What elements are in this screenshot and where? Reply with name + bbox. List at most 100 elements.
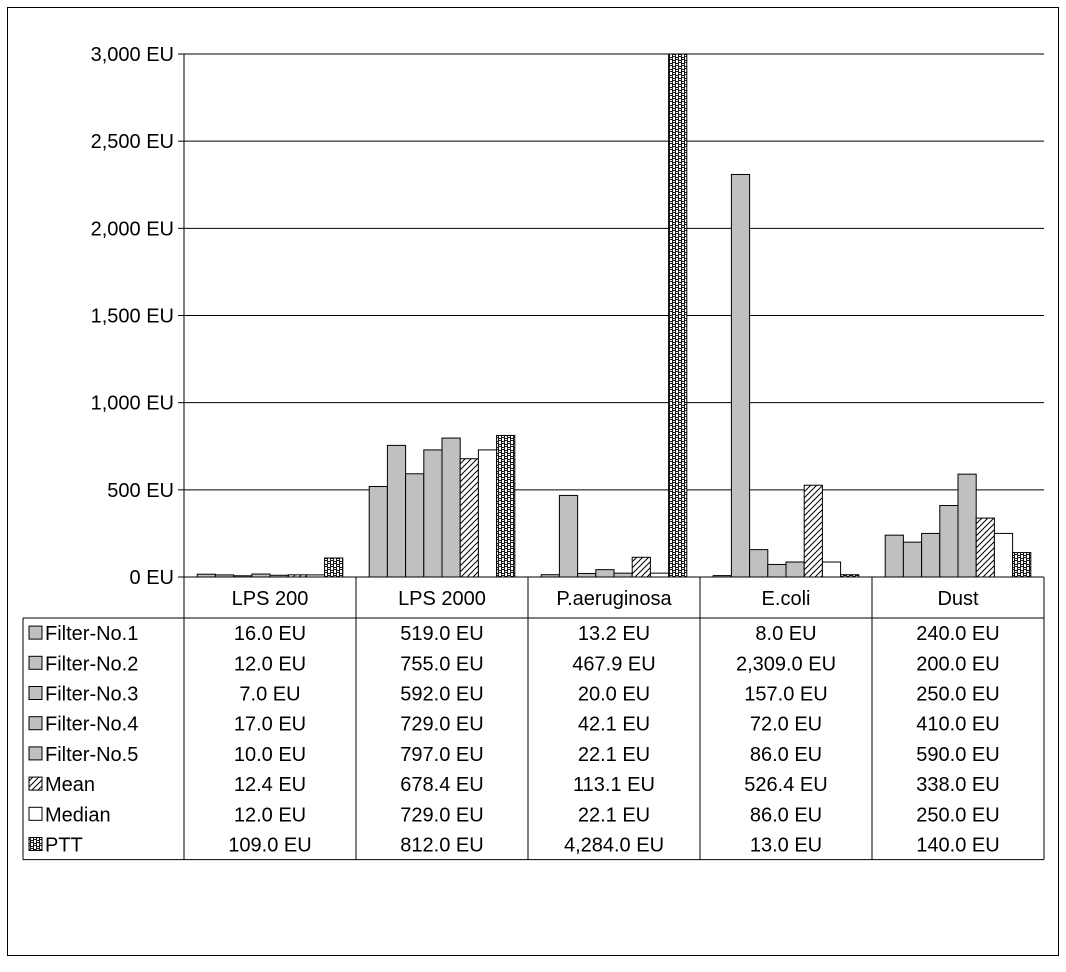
data-label: 250.0 EU bbox=[916, 684, 999, 706]
chart-frame bbox=[7, 7, 1059, 956]
data-label: 16.0 EU bbox=[234, 623, 306, 645]
data-label: 2,309.0 EU bbox=[736, 653, 836, 675]
y-tick-label: 3,000 EU bbox=[91, 44, 174, 66]
bar bbox=[496, 434, 516, 578]
data-label: 797.0 EU bbox=[400, 744, 483, 766]
y-tick-label: 0 EU bbox=[130, 567, 174, 589]
data-label: 22.1 EU bbox=[578, 804, 650, 826]
bar bbox=[595, 569, 615, 578]
data-label: 200.0 EU bbox=[916, 653, 999, 675]
x-tick-label: Dust bbox=[937, 588, 979, 610]
bar bbox=[405, 473, 425, 578]
bar bbox=[368, 486, 388, 578]
data-label: 240.0 EU bbox=[916, 623, 999, 645]
legend-key bbox=[28, 837, 43, 851]
legend-label: Mean bbox=[45, 774, 95, 796]
data-label: 17.0 EU bbox=[234, 714, 306, 736]
legend-label: Median bbox=[45, 804, 111, 826]
bar bbox=[1012, 552, 1032, 578]
y-tick-label: 1,000 EU bbox=[91, 393, 174, 415]
bar bbox=[324, 557, 344, 578]
data-label: 410.0 EU bbox=[916, 714, 999, 736]
legend-key bbox=[28, 655, 43, 670]
data-label: 678.4 EU bbox=[400, 774, 483, 796]
data-label: 592.0 EU bbox=[400, 684, 483, 706]
legend-label: Filter-No.5 bbox=[45, 744, 138, 766]
bar bbox=[803, 484, 823, 578]
y-tick-label: 2,000 EU bbox=[91, 218, 174, 240]
data-label: 519.0 EU bbox=[400, 623, 483, 645]
legend-label: PTT bbox=[45, 835, 83, 857]
data-label: 250.0 EU bbox=[916, 804, 999, 826]
legend-key bbox=[28, 776, 43, 791]
bar bbox=[975, 517, 995, 578]
data-label: 22.1 EU bbox=[578, 744, 650, 766]
data-label: 20.0 EU bbox=[578, 684, 650, 706]
data-label: 10.0 EU bbox=[234, 744, 306, 766]
data-label: 729.0 EU bbox=[400, 714, 483, 736]
data-label: 86.0 EU bbox=[750, 804, 822, 826]
y-tick-label: 2,500 EU bbox=[91, 131, 174, 153]
x-tick-label: P.aeruginosa bbox=[556, 588, 672, 610]
bar bbox=[386, 444, 407, 578]
x-tick-label: E.coli bbox=[762, 588, 811, 610]
x-tick-label: LPS 2000 bbox=[398, 588, 486, 610]
bar bbox=[649, 572, 670, 578]
bar bbox=[821, 561, 842, 578]
data-label: 467.9 EU bbox=[572, 653, 655, 675]
data-label: 8.0 EU bbox=[755, 623, 816, 645]
legend-key bbox=[28, 716, 43, 731]
data-label: 12.0 EU bbox=[234, 653, 306, 675]
data-label: 72.0 EU bbox=[750, 714, 822, 736]
bar bbox=[957, 473, 977, 578]
bar bbox=[631, 556, 651, 578]
bar bbox=[459, 458, 479, 578]
data-label: 140.0 EU bbox=[916, 835, 999, 857]
y-tick-label: 1,500 EU bbox=[91, 306, 174, 328]
data-label: 4,284.0 EU bbox=[564, 835, 664, 857]
bar bbox=[577, 573, 597, 578]
data-label: 338.0 EU bbox=[916, 774, 999, 796]
legend-key bbox=[28, 806, 43, 821]
data-label: 526.4 EU bbox=[744, 774, 827, 796]
data-label: 13.0 EU bbox=[750, 835, 822, 857]
data-label: 755.0 EU bbox=[400, 653, 483, 675]
legend-key bbox=[28, 746, 43, 761]
legend-label: Filter-No.4 bbox=[45, 714, 138, 736]
bar bbox=[785, 561, 805, 578]
data-label: 729.0 EU bbox=[400, 804, 483, 826]
data-label: 157.0 EU bbox=[744, 684, 827, 706]
bar bbox=[613, 572, 633, 578]
data-label: 13.2 EU bbox=[578, 623, 650, 645]
legend-label: Filter-No.2 bbox=[45, 653, 138, 675]
bar bbox=[477, 449, 498, 578]
legend-key bbox=[28, 686, 43, 700]
bar bbox=[767, 563, 787, 578]
y-tick-label: 500 EU bbox=[107, 480, 174, 502]
legend-label: Filter-No.1 bbox=[45, 623, 138, 645]
data-label: 812.0 EU bbox=[400, 835, 483, 857]
data-label: 7.0 EU bbox=[239, 684, 300, 706]
data-label: 12.4 EU bbox=[234, 774, 306, 796]
data-label: 42.1 EU bbox=[578, 714, 650, 736]
data-label: 12.0 EU bbox=[234, 804, 306, 826]
bar bbox=[884, 534, 904, 578]
bar bbox=[993, 532, 1014, 578]
data-label: 86.0 EU bbox=[750, 744, 822, 766]
bar bbox=[668, 53, 688, 578]
data-label: 109.0 EU bbox=[228, 835, 311, 857]
x-tick-label: LPS 200 bbox=[232, 588, 309, 610]
legend-key bbox=[28, 625, 43, 640]
bar bbox=[423, 449, 443, 578]
legend-label: Filter-No.3 bbox=[45, 684, 138, 706]
bar bbox=[730, 173, 751, 578]
bar bbox=[749, 549, 769, 578]
bar bbox=[441, 437, 461, 578]
bar bbox=[939, 505, 959, 578]
data-label: 113.1 EU bbox=[573, 774, 655, 796]
bar bbox=[902, 541, 923, 578]
bar bbox=[921, 532, 941, 578]
data-label: 590.0 EU bbox=[916, 744, 999, 766]
